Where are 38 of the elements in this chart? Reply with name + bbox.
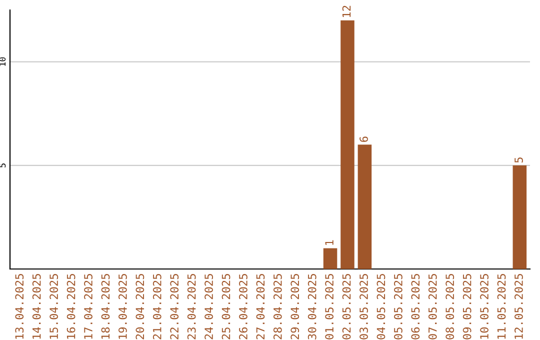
x-tick-label: 04.05.2025 xyxy=(376,274,386,340)
x-tick-label: 30.04.2025 xyxy=(308,274,316,340)
x-tick-label: 11.05.2025 xyxy=(497,274,506,339)
x-tick-label: 05.05.2025 xyxy=(394,274,402,340)
x-tick-label: 28.04.2025 xyxy=(273,274,282,340)
bar xyxy=(323,248,338,269)
x-tick-label: 18.04.2025 xyxy=(101,274,110,339)
x-tick-label: 07.05.2025 xyxy=(428,274,437,340)
bar xyxy=(358,144,372,269)
x-tick-label: 09.05.2025 xyxy=(462,274,472,340)
bar xyxy=(512,165,527,269)
x-tick-label: 06.05.2025 xyxy=(411,274,420,340)
x-tick-label: 10.05.2025 xyxy=(480,274,488,339)
x-tick-label: 20.04.2025 xyxy=(136,274,144,340)
x-tick-label: 12.05.2025 xyxy=(514,274,523,339)
x-tick-label: 27.04.2025 xyxy=(256,274,265,340)
data-label: 5 xyxy=(514,158,523,163)
x-tick-label: 03.05.2025 xyxy=(360,274,368,340)
bar xyxy=(340,20,354,269)
data-label: 12 xyxy=(342,6,351,17)
x-tick-label: 02.05.2025 xyxy=(342,274,351,340)
x-tick-label: 29.04.2025 xyxy=(290,274,300,340)
x-tick-label: 24.04.2025 xyxy=(204,274,213,340)
x-tick-label: 17.04.2025 xyxy=(84,274,92,339)
x-tick-label: 13.04.2025 xyxy=(15,274,24,339)
x-tick-label: 26.04.2025 xyxy=(239,274,248,340)
x-tick-label: 19.04.2025 xyxy=(118,274,127,339)
x-tick-label: 15.04.2025 xyxy=(50,274,58,339)
data-label: 6 xyxy=(360,136,368,142)
x-tick-label: 16.04.2025 xyxy=(66,274,76,339)
x-tick-label: 23.04.2025 xyxy=(187,274,196,340)
x-tick-label: 01.05.2025 xyxy=(325,274,334,340)
x-tick-label: 25.04.2025 xyxy=(222,274,230,340)
x-tick-label: 21.04.2025 xyxy=(152,274,162,340)
x-tick-label: 14.04.2025 xyxy=(32,274,41,339)
data-label: 1 xyxy=(325,240,334,245)
x-tick-label: 08.05.2025 xyxy=(446,274,454,340)
x-tick-label: 22.04.2025 xyxy=(170,274,179,340)
